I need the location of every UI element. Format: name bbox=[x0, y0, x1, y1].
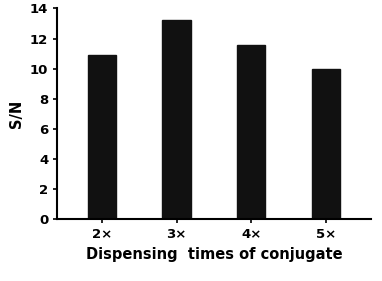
X-axis label: Dispensing  times of conjugate: Dispensing times of conjugate bbox=[86, 247, 342, 262]
Bar bbox=[162, 21, 191, 219]
Bar bbox=[88, 55, 116, 219]
Bar bbox=[312, 69, 340, 219]
Bar bbox=[237, 45, 265, 219]
Y-axis label: S/N: S/N bbox=[9, 100, 24, 128]
